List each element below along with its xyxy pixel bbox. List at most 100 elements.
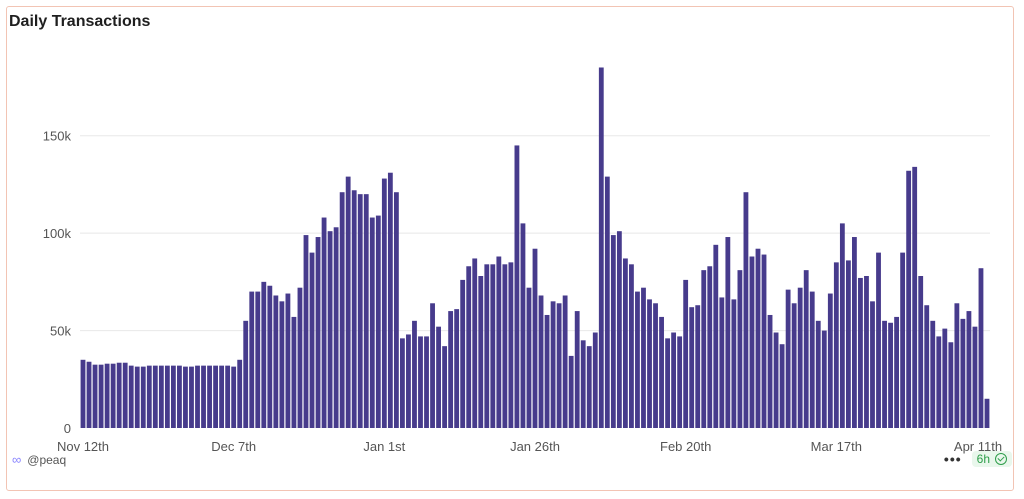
bar[interactable] (237, 359, 243, 428)
bar[interactable] (80, 359, 86, 428)
bar[interactable] (146, 365, 152, 428)
bar[interactable] (779, 344, 785, 428)
bar[interactable] (418, 336, 423, 428)
bar[interactable] (267, 285, 273, 428)
bar[interactable] (406, 334, 411, 428)
bar[interactable] (731, 299, 737, 428)
bar[interactable] (424, 336, 429, 428)
bar[interactable] (315, 237, 321, 428)
bar[interactable] (550, 301, 556, 428)
bar[interactable] (882, 320, 887, 428)
bar[interactable] (195, 365, 200, 428)
bar[interactable] (556, 303, 562, 428)
refresh-badge[interactable]: 6h (971, 451, 1012, 467)
bar[interactable] (972, 326, 978, 428)
bar[interactable] (960, 318, 966, 428)
bar[interactable] (225, 365, 231, 428)
bar[interactable] (948, 342, 954, 428)
bar[interactable] (158, 365, 164, 428)
bar[interactable] (86, 361, 92, 428)
bar[interactable] (285, 293, 291, 428)
bar[interactable] (532, 248, 538, 428)
bar[interactable] (170, 365, 176, 428)
bar[interactable] (98, 364, 104, 428)
bar[interactable] (496, 256, 502, 428)
bar[interactable] (665, 338, 670, 428)
bar[interactable] (803, 270, 809, 428)
bar[interactable] (568, 355, 574, 428)
bar[interactable] (375, 215, 381, 428)
more-dots-icon[interactable]: ••• (943, 451, 962, 467)
bar[interactable] (140, 366, 146, 428)
bar[interactable] (177, 365, 182, 428)
bar[interactable] (785, 289, 791, 428)
bar[interactable] (876, 252, 881, 428)
bar[interactable] (538, 295, 544, 428)
bar[interactable] (273, 295, 279, 428)
bar[interactable] (134, 366, 140, 428)
bar[interactable] (514, 145, 520, 428)
bar[interactable] (309, 252, 315, 428)
bar[interactable] (243, 320, 249, 428)
bar[interactable] (297, 287, 303, 428)
bar[interactable] (478, 276, 484, 428)
bar[interactable] (821, 330, 827, 428)
bar[interactable] (671, 332, 677, 428)
account-link[interactable]: ∞ @peaq (12, 452, 66, 467)
bar[interactable] (635, 291, 640, 428)
bar[interactable] (490, 264, 496, 428)
bar[interactable] (966, 311, 972, 428)
bar[interactable] (647, 299, 652, 428)
bar[interactable] (767, 314, 773, 428)
bar[interactable] (472, 258, 478, 428)
bar[interactable] (92, 364, 98, 428)
bar[interactable] (984, 398, 990, 428)
bar[interactable] (110, 363, 116, 428)
bar[interactable] (809, 291, 815, 428)
bar[interactable] (152, 365, 158, 428)
bar[interactable] (858, 277, 863, 428)
bar[interactable] (436, 326, 441, 428)
bar[interactable] (592, 332, 598, 428)
bar[interactable] (454, 309, 460, 428)
bar[interactable] (906, 170, 912, 428)
bar[interactable] (574, 311, 580, 428)
bar[interactable] (430, 303, 435, 428)
bar[interactable] (357, 194, 363, 428)
bar[interactable] (707, 266, 713, 428)
bar[interactable] (653, 303, 658, 428)
bar[interactable] (870, 301, 875, 428)
bar[interactable] (864, 276, 869, 428)
bar[interactable] (484, 264, 490, 428)
bar[interactable] (393, 192, 399, 428)
bar[interactable] (815, 320, 821, 428)
bar[interactable] (255, 291, 261, 428)
bar[interactable] (773, 332, 779, 428)
bar[interactable] (363, 194, 369, 428)
bar[interactable] (502, 264, 508, 428)
bar[interactable] (978, 268, 984, 428)
bar[interactable] (333, 227, 339, 428)
bar[interactable] (339, 192, 345, 428)
bar[interactable] (122, 362, 128, 428)
bar[interactable] (641, 287, 646, 428)
bar[interactable] (924, 305, 930, 428)
bar[interactable] (442, 346, 448, 428)
bar[interactable] (219, 365, 225, 428)
bar[interactable] (466, 266, 472, 428)
bar[interactable] (104, 363, 110, 428)
bar[interactable] (201, 365, 206, 428)
bar[interactable] (833, 262, 839, 428)
bar[interactable] (852, 237, 857, 428)
bar[interactable] (460, 279, 466, 428)
bar[interactable] (116, 362, 122, 428)
bar[interactable] (701, 270, 707, 428)
bar[interactable] (936, 336, 942, 428)
bar[interactable] (713, 244, 719, 428)
bar[interactable] (797, 287, 803, 428)
bar[interactable] (616, 231, 622, 428)
bar[interactable] (544, 314, 550, 428)
bar[interactable] (827, 293, 833, 428)
bar[interactable] (291, 316, 297, 428)
bar[interactable] (345, 176, 351, 428)
